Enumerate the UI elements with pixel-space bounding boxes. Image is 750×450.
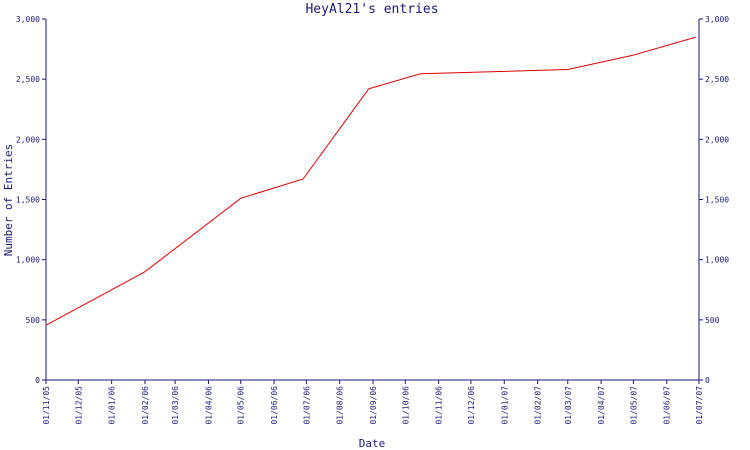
x-tick-label: 01/01/07 — [500, 386, 509, 425]
y-tick-label-left: 3,000 — [16, 15, 40, 24]
y-tick-label-left: 2,000 — [16, 135, 40, 144]
x-tick-label: 01/11/05 — [42, 386, 51, 425]
x-tick-label: 01/10/06 — [401, 386, 410, 425]
y-tick-label-right: 500 — [705, 316, 720, 325]
x-tick-label: 01/01/06 — [108, 386, 117, 425]
x-tick-label: 01/03/07 — [564, 386, 573, 425]
x-tick-label: 01/09/06 — [369, 386, 378, 425]
y-ticks-left: 0 500 1,000 1,500 2,000 2,500 3,000 — [16, 15, 46, 385]
x-tick-label: 01/06/06 — [270, 386, 279, 425]
x-tick-label: 01/07/07 — [695, 386, 704, 425]
x-tick-label: 01/11/06 — [435, 386, 444, 425]
x-tick-label: 01/05/07 — [629, 386, 638, 425]
x-tick-label: 01/12/05 — [74, 386, 83, 425]
x-tick-label: 01/08/06 — [336, 386, 345, 425]
x-axis-label: Date — [359, 437, 386, 450]
axes — [45, 19, 700, 381]
y-axis-label: Number of Entries — [2, 144, 15, 257]
y-tick-label-right: 2,000 — [705, 135, 729, 144]
x-ticks: 01/11/05 01/12/05 01/01/06 01/02/06 01/03/06… — [42, 380, 704, 425]
y-tick-label-right: 1,500 — [705, 196, 729, 205]
x-tick-label: 01/04/07 — [597, 386, 606, 425]
series-group — [45, 36, 696, 326]
y-tick-label-right: 1,000 — [705, 256, 729, 265]
y-tick-label-left: 0 — [35, 376, 40, 385]
x-tick-label: 01/12/06 — [467, 386, 476, 425]
x-tick-label: 01/03/06 — [171, 386, 180, 425]
x-tick-label: 01/04/06 — [204, 386, 213, 425]
x-tick-label: 01/02/07 — [534, 386, 543, 425]
series-line-0 — [45, 36, 696, 326]
y-tick-label-right: 3,000 — [705, 15, 729, 24]
x-tick-label: 01/06/07 — [663, 386, 672, 425]
y-tick-label-left: 1,500 — [16, 196, 40, 205]
x-tick-label: 01/07/06 — [302, 386, 311, 425]
y-ticks-right: 0 500 1,000 1,500 2,000 2,500 3,000 — [699, 15, 729, 385]
x-tick-label: 01/05/06 — [237, 386, 246, 425]
y-tick-label-left: 2,500 — [16, 75, 40, 84]
chart-title: HeyAl21's entries — [305, 2, 438, 17]
y-tick-label-left: 500 — [26, 316, 41, 325]
y-tick-label-left: 1,000 — [16, 256, 40, 265]
y-tick-label-right: 2,500 — [705, 75, 729, 84]
y-tick-label-right: 0 — [705, 376, 710, 385]
x-tick-label: 01/02/06 — [141, 386, 150, 425]
